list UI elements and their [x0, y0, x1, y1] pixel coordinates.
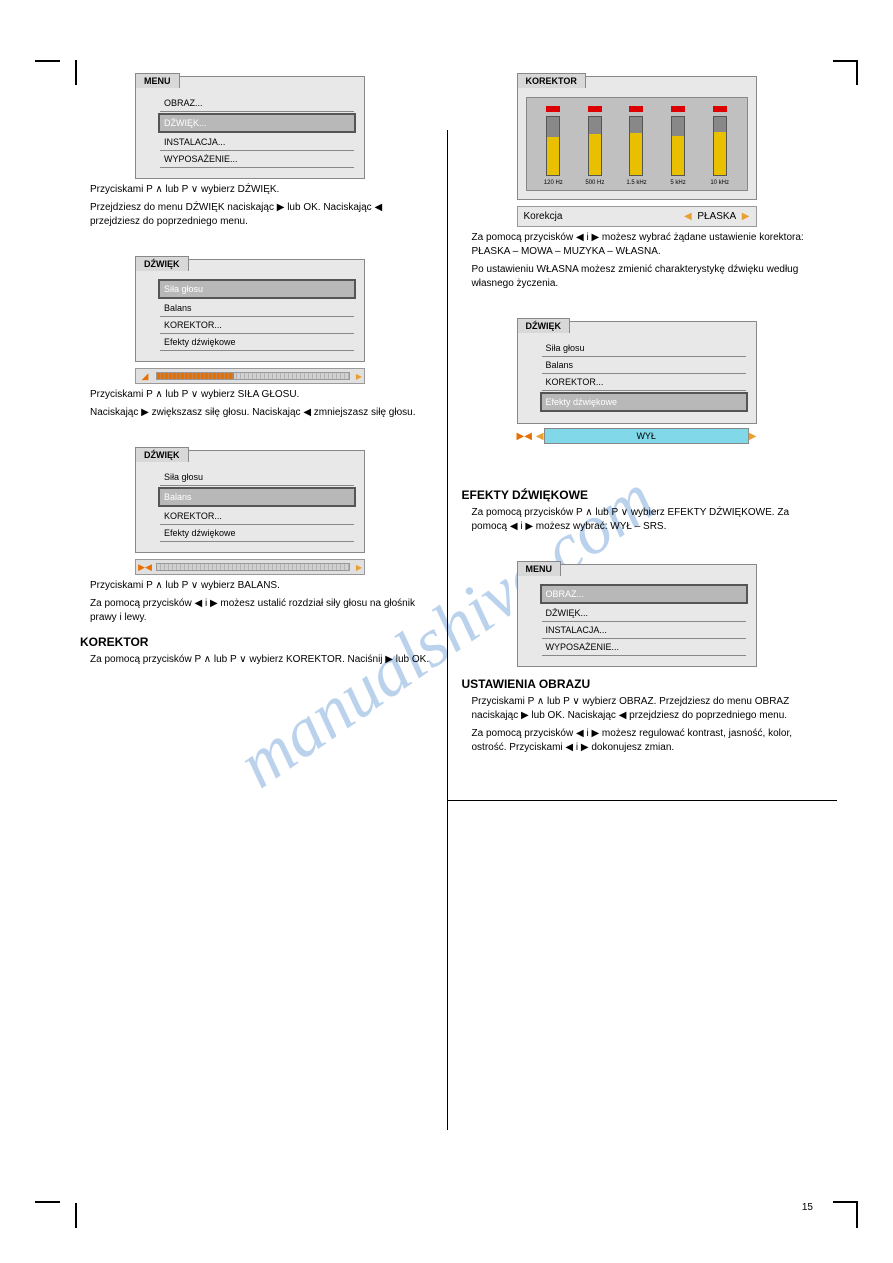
- menu-panel-sound-balance: DŹWIĘK Siła głosuBalansKOREKTOR...Efekty…: [135, 450, 365, 553]
- balance-icon: ▶◀: [136, 560, 154, 574]
- eq-fader[interactable]: [588, 116, 602, 176]
- eq-band[interactable]: 1.5 kHz: [623, 106, 649, 186]
- eq-band-label: 5 kHz: [665, 180, 691, 186]
- crop-mark: [833, 60, 858, 62]
- menu-panel-main: MENU OBRAZ...DŹWIĘK...INSTALACJA...WYPOS…: [135, 76, 365, 179]
- eq-band-label: 120 Hz: [540, 180, 566, 186]
- menu-item[interactable]: WYPOSAŻENIE...: [542, 639, 746, 656]
- eq-fader[interactable]: [629, 116, 643, 176]
- arrow-right-icon[interactable]: ▶: [749, 431, 757, 442]
- instruction-text: Przyciskami P ∧ lub P ∨ wybierz BALANS.: [90, 579, 432, 593]
- menu-item[interactable]: DŹWIĘK...: [158, 113, 356, 133]
- menu-item[interactable]: Balans: [158, 487, 356, 507]
- volume-slider[interactable]: ◢ ▶: [135, 368, 365, 384]
- menu-item[interactable]: DŹWIĘK...: [542, 605, 746, 622]
- eq-fader[interactable]: [546, 116, 560, 176]
- effect-selector[interactable]: ▶◀ ◀ WYŁ ▶: [517, 428, 757, 444]
- menu-item[interactable]: OBRAZ...: [160, 95, 354, 112]
- eq-band[interactable]: 10 kHz: [707, 106, 733, 186]
- menu-item[interactable]: KOREKTOR...: [542, 374, 746, 391]
- menu-tab: DŹWIĘK: [135, 447, 189, 462]
- menu-tab: DŹWIĘK: [517, 318, 571, 333]
- section-heading-obraz: USTAWIENIA OBRAZU: [462, 677, 814, 691]
- instruction-text: Przejdziesz do menu DŹWIĘK naciskając ▶ …: [90, 201, 432, 229]
- menu-item[interactable]: KOREKTOR...: [160, 508, 354, 525]
- eq-fader[interactable]: [671, 116, 685, 176]
- menu-item[interactable]: INSTALACJA...: [160, 134, 354, 151]
- menu-panel-sound-volume: DŹWIĘK Siła głosuBalansKOREKTOR...Efekty…: [135, 259, 365, 362]
- menu-tab: MENU: [517, 561, 562, 576]
- slider-arrow-icon: ▶: [356, 563, 362, 572]
- crop-mark: [75, 1203, 77, 1228]
- menu-item[interactable]: Balans: [542, 357, 746, 374]
- menu-panel-main-obraz: MENU OBRAZ...DŹWIĘK...INSTALACJA...WYPOS…: [517, 564, 757, 667]
- slider-arrow-icon: ▶: [356, 372, 362, 381]
- instruction-text: Za pomocą przycisków P ∧ lub P ∨ wybierz…: [472, 506, 814, 534]
- page-number: 15: [802, 1202, 813, 1213]
- menu-item[interactable]: Efekty dźwiękowe: [540, 392, 748, 412]
- crop-mark: [856, 1203, 858, 1228]
- arrow-right-icon[interactable]: ▶: [742, 211, 750, 222]
- menu-item[interactable]: OBRAZ...: [540, 584, 748, 604]
- menu-tab: DŹWIĘK: [135, 256, 189, 271]
- volume-icon: ◢: [136, 369, 154, 383]
- instruction-text: Za pomocą przycisków ◀ i ▶ możesz wybrać…: [472, 231, 814, 259]
- menu-item[interactable]: KOREKTOR...: [160, 317, 354, 334]
- balance-slider[interactable]: ▶◀ ▶: [135, 559, 365, 575]
- crop-mark: [856, 60, 858, 85]
- section-heading-effects: EFEKTY DŹWIĘKOWE: [462, 488, 814, 502]
- eq-band[interactable]: 5 kHz: [665, 106, 691, 186]
- crop-mark: [35, 1201, 60, 1203]
- eq-led-icon: [588, 106, 602, 112]
- equalizer-panel: KOREKTOR 120 Hz 500 Hz 1.5 kHz 5 kHz 10 kHz: [517, 76, 757, 200]
- effect-value: WYŁ: [544, 428, 749, 444]
- menu-panel-sound-effects: DŹWIĘK Siła głosuBalansKOREKTOR...Efekty…: [517, 321, 757, 424]
- eq-led-icon: [713, 106, 727, 112]
- eq-led-icon: [546, 106, 560, 112]
- instruction-text: Za pomocą przycisków ◀ i ▶ możesz ustali…: [90, 597, 432, 625]
- menu-tab: KOREKTOR: [517, 73, 586, 88]
- equalizer-preset-row[interactable]: Korekcja ◀ PŁASKA ▶: [517, 206, 757, 227]
- eq-led-icon: [629, 106, 643, 112]
- eq-band-label: 10 kHz: [707, 180, 733, 186]
- menu-item[interactable]: Siła głosu: [542, 340, 746, 357]
- instruction-text: Przyciskami P ∧ lub P ∨ wybierz OBRAZ. P…: [472, 695, 814, 723]
- menu-tab: MENU: [135, 73, 180, 88]
- eq-band[interactable]: 120 Hz: [540, 106, 566, 186]
- effect-icon: ▶◀: [517, 431, 532, 442]
- instruction-text: Naciskając ▶ zwiększasz siłę głosu. Naci…: [90, 406, 432, 420]
- menu-item[interactable]: Efekty dźwiękowe: [160, 334, 354, 351]
- menu-item[interactable]: INSTALACJA...: [542, 622, 746, 639]
- preset-value: PŁASKA: [697, 211, 736, 222]
- menu-item[interactable]: WYPOSAŻENIE...: [160, 151, 354, 168]
- instruction-text: Przyciskami P ∧ lub P ∨ wybierz DŹWIĘK.: [90, 183, 432, 197]
- arrow-left-icon[interactable]: ◀: [536, 431, 544, 442]
- preset-label: Korekcja: [524, 211, 563, 222]
- instruction-text: Po ustawieniu WŁASNA możesz zmienić char…: [472, 263, 814, 291]
- equalizer-bands: 120 Hz 500 Hz 1.5 kHz 5 kHz 10 kHz: [526, 97, 748, 191]
- crop-mark: [833, 1201, 858, 1203]
- instruction-text: Przyciskami P ∧ lub P ∨ wybierz SIŁA GŁO…: [90, 388, 432, 402]
- menu-item[interactable]: Balans: [160, 300, 354, 317]
- menu-item[interactable]: Siła głosu: [158, 279, 356, 299]
- crop-mark: [35, 60, 60, 62]
- menu-item[interactable]: Siła głosu: [160, 469, 354, 486]
- eq-band-label: 1.5 kHz: [623, 180, 649, 186]
- left-column: MENU OBRAZ...DŹWIĘK...INSTALACJA...WYPOS…: [65, 50, 447, 1130]
- eq-fader[interactable]: [713, 116, 727, 176]
- eq-led-icon: [671, 106, 685, 112]
- arrow-left-icon[interactable]: ◀: [684, 211, 692, 222]
- right-column: KOREKTOR 120 Hz500 Hz1.5 kHz5 kHz10 kHz …: [447, 50, 829, 1130]
- eq-band[interactable]: 500 Hz: [582, 106, 608, 186]
- instruction-text: Za pomocą przycisków P ∧ lub P ∨ wybierz…: [90, 653, 432, 667]
- section-heading-korektor: KOREKTOR: [80, 635, 432, 649]
- eq-band-label: 500 Hz: [582, 180, 608, 186]
- instruction-text: Za pomocą przycisków ◀ i ▶ możesz regulo…: [472, 727, 814, 755]
- menu-item[interactable]: Efekty dźwiękowe: [160, 525, 354, 542]
